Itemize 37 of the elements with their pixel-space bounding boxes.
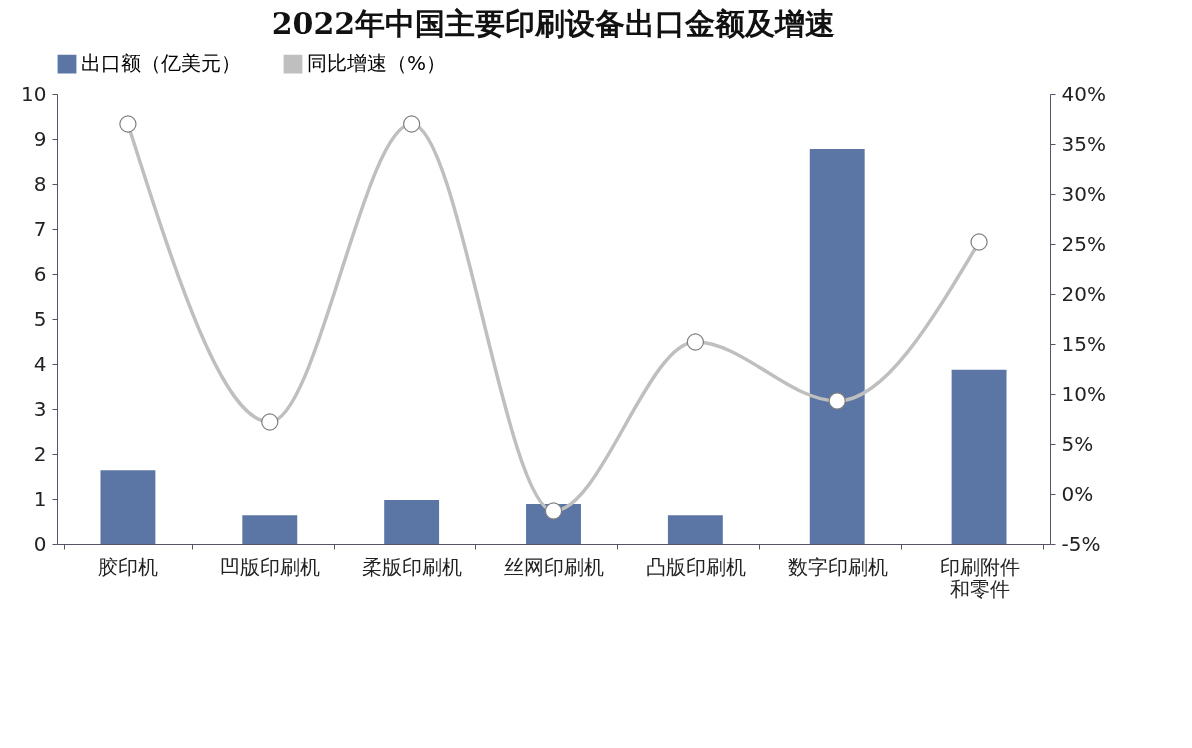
x-tick-label: 凹版印刷机: [220, 554, 321, 579]
y2-tick-label: 35%: [1061, 131, 1106, 156]
y-tick-label: 7: [33, 216, 47, 241]
bar: [951, 369, 1007, 544]
y-tick-label: 8: [33, 171, 47, 196]
bar: [242, 515, 298, 544]
x-tick-label: 柔版印刷机: [362, 554, 463, 579]
bar: [384, 499, 440, 544]
x-tick-label: 凸版印刷机: [645, 554, 746, 579]
y-tick-label: 2: [33, 441, 47, 466]
y-tick-label: 5: [33, 306, 47, 331]
y2-tick-label: 25%: [1061, 231, 1106, 256]
bar: [667, 515, 723, 544]
x-tick-label: 丝网印刷机: [504, 554, 604, 579]
x-tick-label: 印刷附件和零件: [939, 554, 1020, 601]
y-tick-label: 0: [33, 531, 47, 556]
y-tick-label: 9: [33, 126, 47, 151]
y2-tick-label: 5%: [1061, 431, 1094, 456]
y-tick-label: 1: [33, 486, 47, 511]
y-tick-label: 6: [33, 261, 47, 286]
chart-title: 2022年中国主要印刷设备出口金额及增速: [271, 6, 836, 41]
y-tick-label: 3: [33, 396, 47, 421]
y2-tick-label: 0%: [1061, 481, 1094, 506]
y2-tick-label: 40%: [1061, 81, 1106, 106]
legend-label: 同比增速（%）: [307, 51, 447, 76]
y-tick-label: 10: [21, 81, 47, 106]
legend-label: 出口额（亿美元）: [81, 51, 241, 76]
x-tick-label: 数字印刷机: [787, 554, 888, 579]
y2-tick-label: 30%: [1061, 181, 1106, 206]
bar: [809, 148, 865, 544]
y2-tick-label: 15%: [1061, 331, 1106, 356]
x-tick-label: 胶印机: [98, 554, 159, 579]
y2-tick-label: 20%: [1061, 281, 1106, 306]
bar: [100, 470, 156, 544]
y2-tick-label: -5%: [1061, 531, 1101, 556]
y2-tick-label: 10%: [1061, 381, 1106, 406]
y-tick-label: 4: [33, 351, 47, 376]
